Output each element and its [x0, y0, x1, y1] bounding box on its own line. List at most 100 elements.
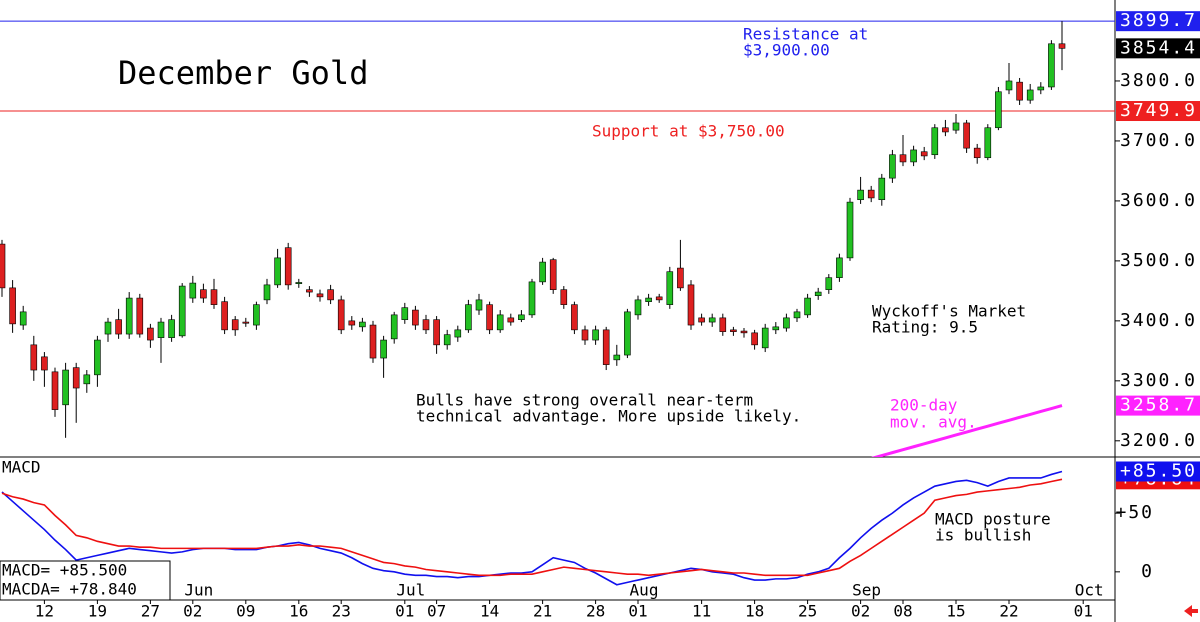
candle-body — [83, 374, 91, 385]
annotation: is bullish — [935, 526, 1031, 545]
candle-body — [761, 327, 769, 349]
candle-body — [963, 122, 970, 149]
candle-body — [867, 189, 875, 199]
annotation: Rating: 9.5 — [872, 318, 978, 337]
annotation: Wyckoff's Market — [872, 302, 1026, 321]
x-tick-label: 15 — [946, 602, 965, 621]
candle-body — [94, 339, 101, 376]
candle-body — [772, 326, 780, 331]
price-label: 3854.4 — [1120, 37, 1197, 58]
candle-body — [920, 151, 928, 157]
candle-body — [380, 339, 387, 359]
x-tick-label: 09 — [236, 602, 255, 621]
x-tick-label: 01 — [1074, 602, 1093, 621]
line — [1, 470, 1063, 586]
candle-body — [740, 330, 748, 334]
candle-body — [433, 319, 440, 346]
candle-body — [634, 299, 642, 316]
panel-title: MACD — [2, 458, 41, 477]
annotation: technical advantage. More upside likely. — [416, 407, 801, 426]
value-label-box — [1116, 461, 1200, 482]
month-label: Jun — [184, 581, 213, 600]
candle-body — [1026, 89, 1034, 101]
candle-body — [210, 289, 218, 305]
candle-body — [814, 291, 822, 296]
annotation: $3,900.00 — [743, 41, 830, 60]
x-tick-label: 02 — [183, 602, 202, 621]
candle-body — [253, 304, 260, 326]
candle-body — [942, 127, 949, 133]
candle-body — [390, 314, 398, 340]
candle-body — [751, 332, 758, 346]
annotation: 200-day — [890, 396, 958, 415]
candle-body — [539, 261, 546, 283]
price-label: 3749.9 — [1120, 100, 1197, 121]
candle-body — [507, 317, 515, 323]
x-tick-label: 18 — [745, 602, 764, 621]
candle-body — [931, 127, 939, 156]
y-tick-label: 3200.0 — [1120, 430, 1197, 451]
candle-body — [274, 257, 281, 286]
candle-body — [486, 304, 493, 331]
candle-body — [263, 284, 271, 301]
candle-body — [952, 122, 960, 131]
candle-body — [125, 297, 133, 335]
chart-title: December Gold — [118, 54, 368, 92]
annotation: mov. avg. — [890, 413, 977, 432]
candle-body — [730, 329, 737, 332]
candle-body — [1037, 86, 1045, 91]
price-label: 3258.7 — [1120, 395, 1197, 416]
month-label: Oct — [1075, 581, 1104, 600]
candle-body — [147, 327, 154, 341]
candle-body — [221, 301, 228, 331]
candle-body — [899, 154, 907, 163]
candle-body — [655, 296, 663, 301]
x-tick-label: 21 — [533, 602, 552, 621]
candle-body — [878, 177, 886, 201]
candle-body — [178, 285, 186, 337]
price-label-box — [1116, 11, 1200, 32]
price-label-box — [1116, 395, 1200, 416]
candle-body — [412, 309, 419, 326]
price-label: 3899.7 — [1120, 10, 1197, 31]
candle-body — [189, 282, 197, 299]
y-tick-label: 3800.0 — [1120, 70, 1197, 91]
candle-body — [496, 314, 504, 331]
candle-body — [677, 267, 684, 289]
candle-body — [422, 319, 430, 331]
candle-body — [592, 329, 599, 341]
x-tick-label: 16 — [289, 602, 308, 621]
candle-body — [560, 289, 568, 305]
candle-body — [995, 91, 1002, 129]
x-tick-label: 14 — [480, 602, 499, 621]
candle-body — [465, 304, 472, 331]
candle-body — [19, 311, 27, 326]
month-label: Jul — [396, 581, 425, 600]
annotation: Bulls have strong overall near-term — [416, 391, 753, 410]
candle-body — [104, 321, 112, 335]
candle-body — [72, 367, 80, 389]
candle-body — [804, 297, 811, 316]
candle-body — [284, 247, 292, 286]
x-tick-label: 23 — [332, 602, 351, 621]
candle-body — [793, 311, 801, 319]
x-tick-label: 22 — [999, 602, 1018, 621]
annotation: Resistance at — [743, 25, 868, 44]
candle-body — [783, 317, 790, 329]
candle-body — [602, 329, 610, 365]
y-tick-label: +50 — [1115, 502, 1154, 523]
y-tick-label: 3300.0 — [1120, 370, 1197, 391]
x-tick-label: 07 — [427, 602, 446, 621]
candle-body — [41, 356, 48, 371]
x-tick-label: 02 — [851, 602, 870, 621]
candle-body — [825, 277, 833, 290]
legend-entry: MACD= +85.500 — [2, 561, 127, 580]
candle-body — [454, 329, 462, 338]
legend-entry: MACDA= +78.840 — [2, 580, 137, 599]
candle-body — [518, 314, 525, 320]
x-tick-label: 25 — [798, 602, 817, 621]
candle-body — [30, 344, 38, 371]
candle-body — [200, 289, 207, 299]
candle-body — [316, 293, 324, 298]
candle-body — [1016, 81, 1023, 101]
